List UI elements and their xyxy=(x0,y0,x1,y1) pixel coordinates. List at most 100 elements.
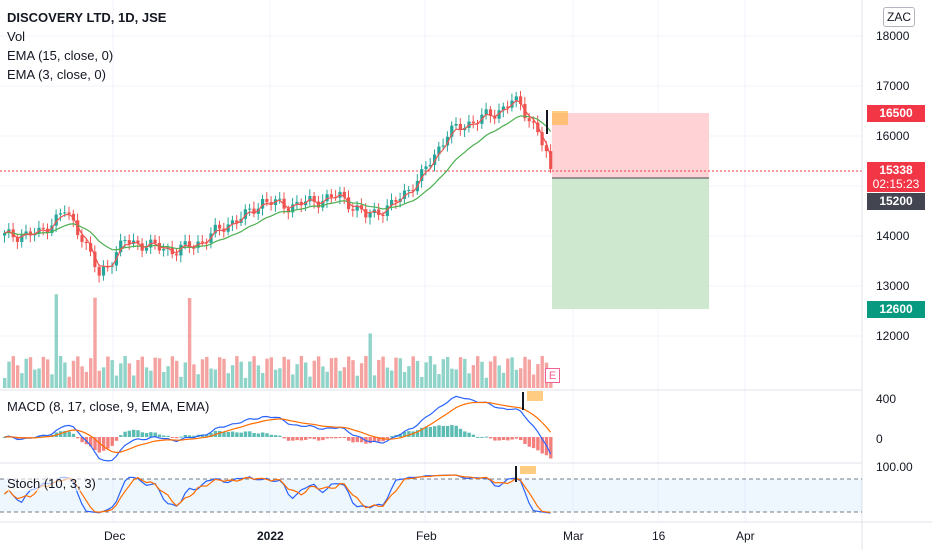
volume-bar xyxy=(484,377,488,388)
volume-bar xyxy=(458,357,463,388)
macd-histogram-bar xyxy=(127,430,132,437)
macd-histogram-bar xyxy=(441,425,445,437)
candle xyxy=(342,191,346,198)
candle xyxy=(501,106,505,111)
candle xyxy=(3,233,7,236)
volume-bar xyxy=(170,356,175,388)
macd-histogram-bar xyxy=(329,437,334,439)
macd-histogram-bar xyxy=(218,430,222,437)
macd-histogram-bar xyxy=(162,435,166,437)
candle xyxy=(24,231,28,236)
macd-histogram-bar xyxy=(106,437,110,449)
volume-bar xyxy=(467,373,471,388)
volume-bar xyxy=(299,356,304,388)
macd-histogram-bar xyxy=(445,425,450,437)
current-price-value: 15338 xyxy=(879,163,913,177)
volume-bar xyxy=(364,356,368,388)
volume-bar xyxy=(218,357,222,388)
macd-histogram-bar xyxy=(286,437,291,441)
macd-histogram-bar xyxy=(454,425,458,437)
volume-bar xyxy=(420,376,424,388)
macd-histogram-bar xyxy=(187,435,192,437)
macd-histogram-bar xyxy=(63,430,67,437)
candle xyxy=(527,118,531,122)
macd-histogram-bar xyxy=(153,432,157,437)
macd-histogram-bar xyxy=(398,433,402,437)
volume-bar xyxy=(368,333,372,388)
candle xyxy=(235,220,239,223)
indicator-ema-15[interactable]: EMA (15, close, 0) xyxy=(7,48,114,63)
macd-histogram-bar xyxy=(506,437,510,441)
candle xyxy=(58,213,63,215)
volume-bar xyxy=(501,372,506,388)
time-tick: Apr xyxy=(736,529,755,543)
candle xyxy=(89,243,93,252)
volume-bar xyxy=(50,374,54,388)
stoch-legend[interactable]: Stoch (10, 3, 3) xyxy=(7,476,96,491)
volume-bar xyxy=(493,356,497,388)
candle xyxy=(437,146,441,155)
candle xyxy=(544,145,548,152)
candle xyxy=(153,239,157,243)
macd-histogram-bar xyxy=(252,433,256,437)
volume-bar xyxy=(140,356,144,388)
candle xyxy=(402,190,407,199)
macd-legend[interactable]: MACD (8, 17, close, 9, EMA, EMA) xyxy=(7,399,210,414)
candle xyxy=(282,198,286,209)
macd-histogram-bar xyxy=(166,435,170,437)
earnings-event-marker[interactable]: E xyxy=(545,368,560,383)
currency-button[interactable]: ZAC xyxy=(883,7,915,27)
volume-bar xyxy=(24,358,28,388)
candle xyxy=(84,241,88,244)
candle xyxy=(213,224,217,234)
candle xyxy=(136,240,140,244)
macd-histogram-bar xyxy=(497,437,501,441)
candle xyxy=(428,164,432,167)
macd-histogram-bar xyxy=(514,437,519,439)
macd-histogram-bar xyxy=(239,432,243,437)
candle xyxy=(312,196,316,202)
macd-histogram-bar xyxy=(226,431,230,437)
bar-countdown: 02:15:23 xyxy=(872,177,920,191)
macd-histogram-bar xyxy=(235,432,239,437)
symbol-title[interactable]: DISCOVERY LTD, 1D, JSE xyxy=(7,10,167,25)
macd-histogram-bar xyxy=(523,437,527,444)
ema-3-line xyxy=(4,99,552,268)
candle xyxy=(321,201,325,208)
profit-zone[interactable] xyxy=(552,178,709,309)
macd-histogram-bar xyxy=(458,428,463,437)
candle xyxy=(200,241,204,243)
candle xyxy=(80,235,84,242)
macd-histogram-bar xyxy=(501,437,506,441)
indicator-ema-3[interactable]: EMA (3, close, 0) xyxy=(7,67,106,82)
candle xyxy=(506,106,510,108)
indicator-volume[interactable]: Vol xyxy=(7,29,26,44)
volume-bar xyxy=(101,367,106,388)
volume-bar xyxy=(519,368,523,388)
macd-histogram-bar xyxy=(312,437,316,440)
volume-bar xyxy=(41,356,46,388)
macd-histogram-bar xyxy=(510,437,514,440)
volume-bar xyxy=(132,375,136,388)
volume-bar xyxy=(377,359,381,388)
candle xyxy=(445,136,450,146)
volume-bar xyxy=(450,368,454,388)
macd-histogram-bar xyxy=(243,431,248,437)
volume-bar xyxy=(282,356,286,388)
candle xyxy=(540,132,544,146)
volume-bar xyxy=(54,294,58,388)
macd-histogram-bar xyxy=(540,437,544,454)
volume-bar xyxy=(157,358,162,388)
candle xyxy=(514,96,518,101)
candle xyxy=(329,194,333,198)
volume-bar xyxy=(312,360,316,388)
macd-histogram-bar xyxy=(89,437,93,447)
volume-bar xyxy=(523,356,527,388)
macd-histogram-bar xyxy=(157,434,162,437)
macd-histogram-bar xyxy=(248,431,252,437)
time-tick: Mar xyxy=(563,529,584,543)
macd-histogram-bar xyxy=(209,433,213,437)
loss-zone[interactable] xyxy=(552,113,709,178)
macd-histogram-bar xyxy=(372,437,377,442)
